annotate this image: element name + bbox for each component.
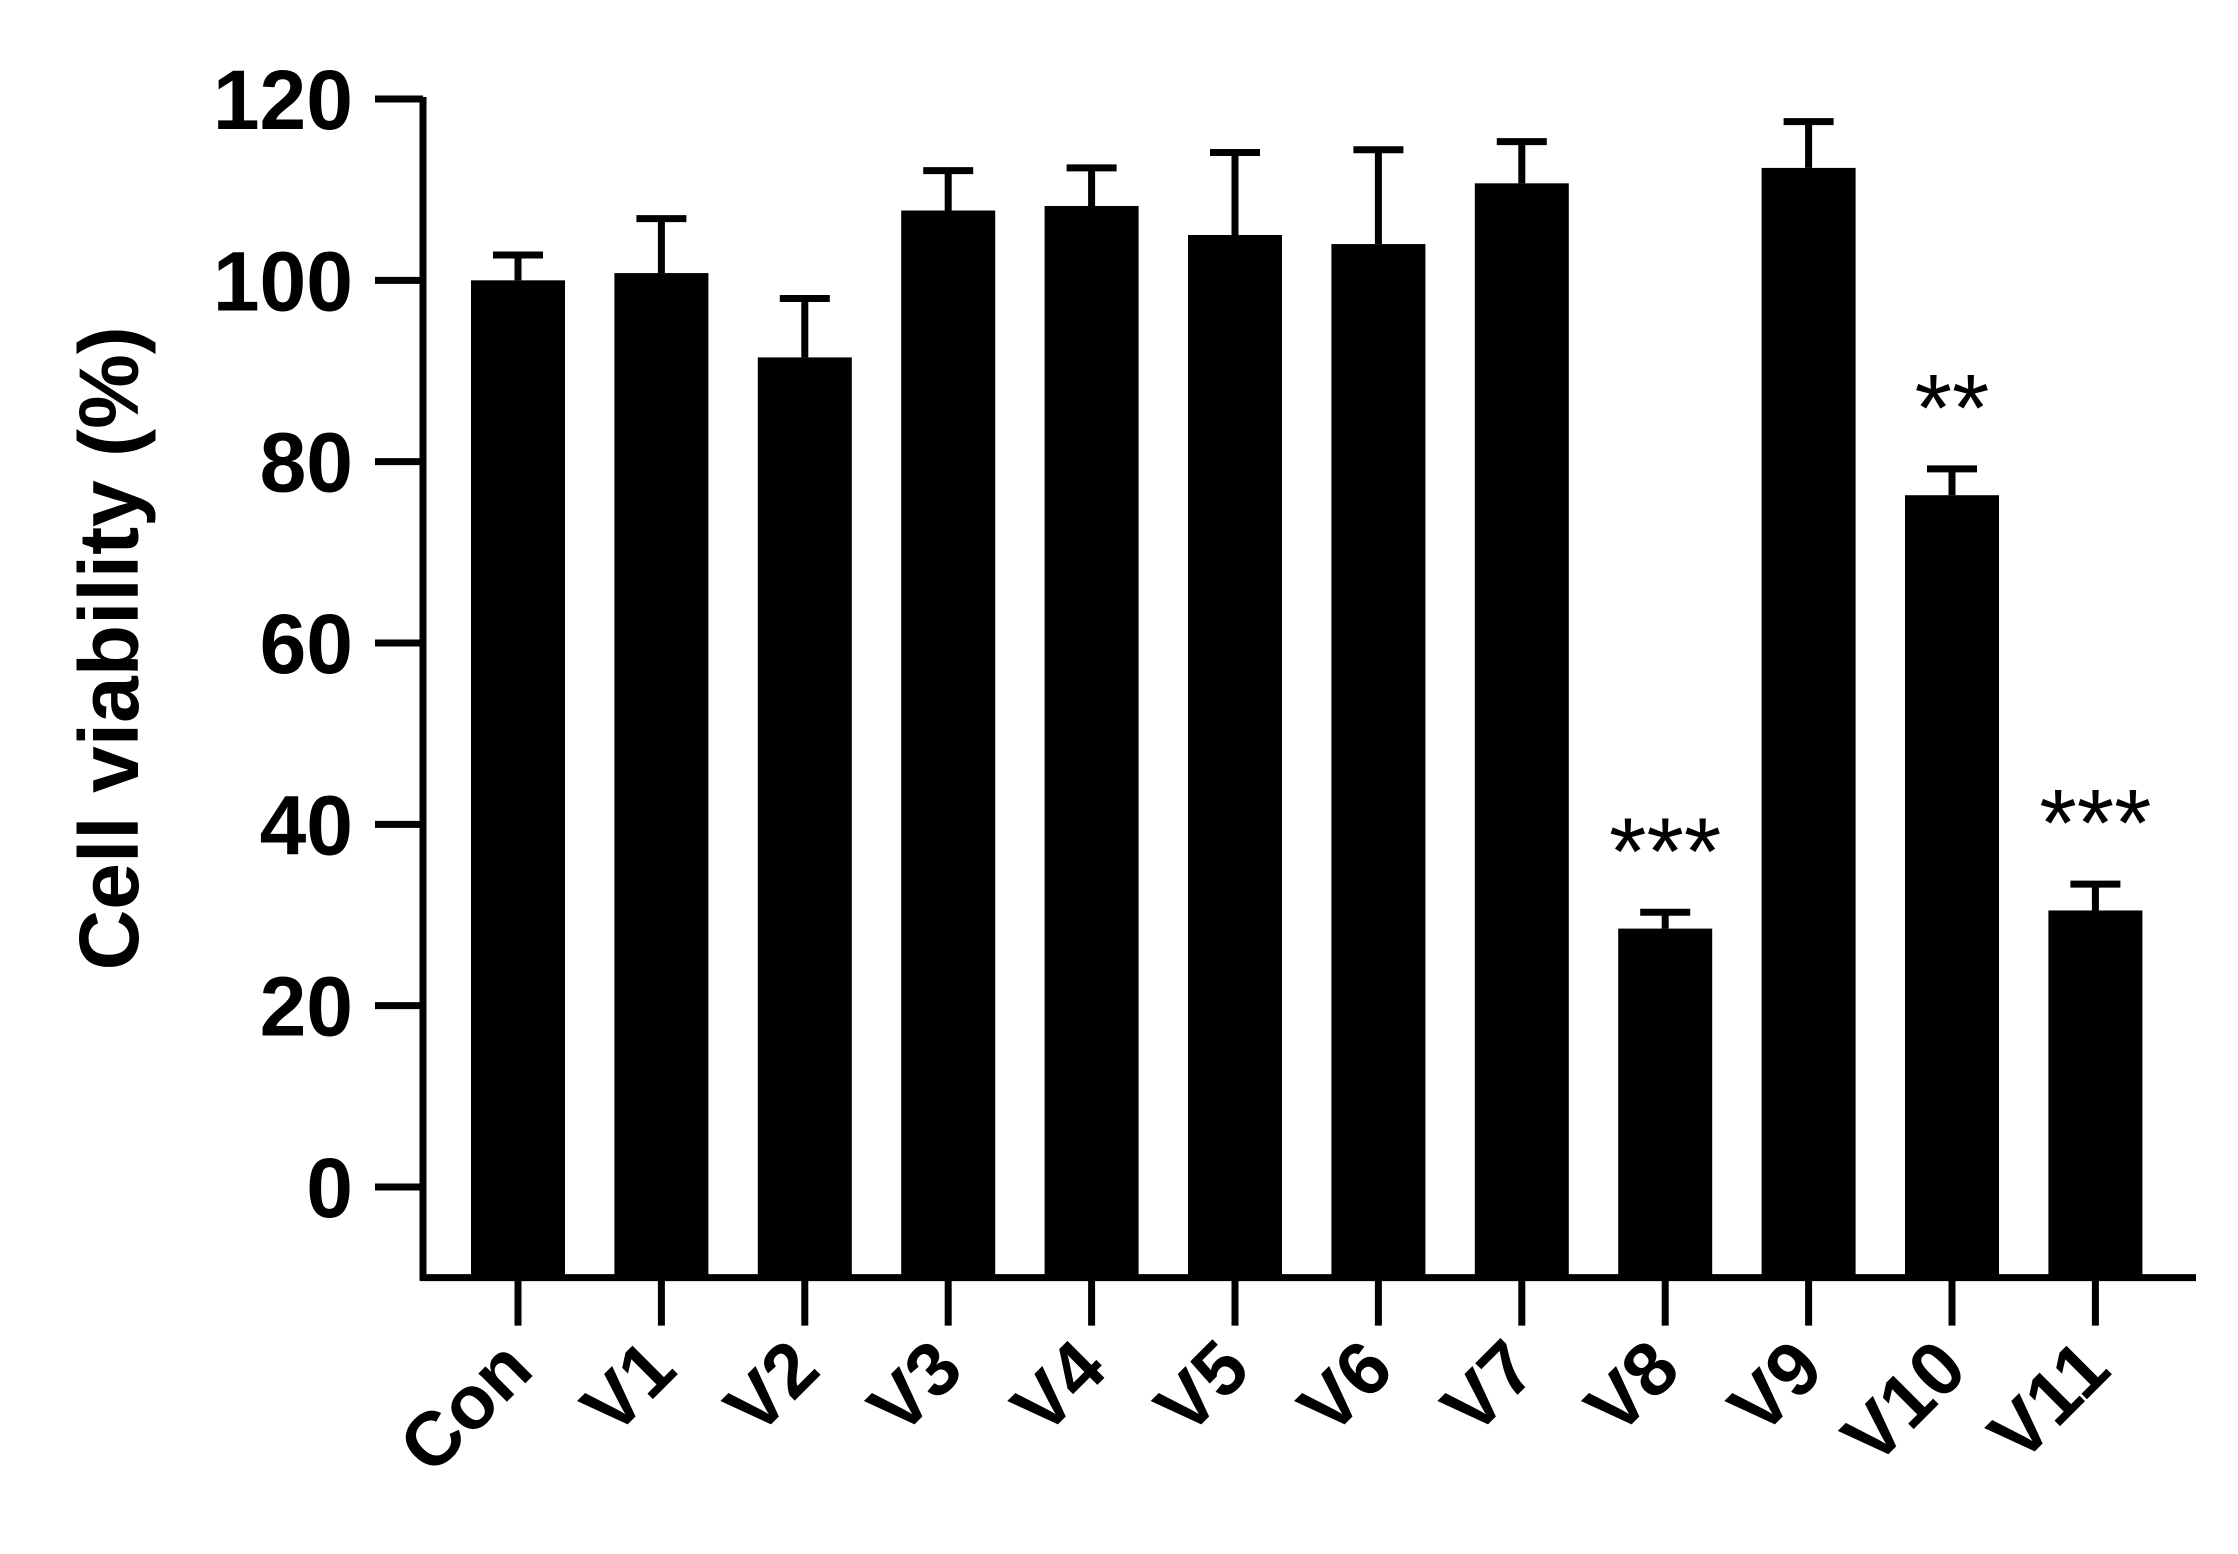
significance-marks: ********: [1609, 355, 2151, 905]
x-tick-label: V3: [852, 1325, 978, 1451]
significance-label: ***: [2039, 770, 2151, 877]
bar-v8: [1618, 928, 1713, 1278]
x-tick-label: V10: [1826, 1325, 1982, 1481]
bar-v3: [901, 210, 996, 1278]
x-tick-label: V1: [566, 1325, 692, 1451]
bar-con: [471, 280, 565, 1278]
y-ticks: 0 20 40 60 80 100 120: [213, 53, 423, 1235]
bar-v7: [1474, 183, 1569, 1278]
significance-label: ***: [1609, 798, 1721, 905]
x-tick-label: V11: [1973, 1325, 2126, 1478]
error-bars: [493, 118, 2121, 929]
x-tick-label: V5: [1139, 1325, 1265, 1451]
bar-v4: [1044, 205, 1139, 1278]
x-tick-label: V9: [1713, 1325, 1839, 1451]
y-tick-label: 0: [306, 1141, 353, 1235]
x-tick-label: V2: [709, 1325, 835, 1451]
y-tick-label: 120: [213, 53, 353, 147]
bar-v2: [757, 357, 852, 1278]
significance-label: **: [1915, 355, 1990, 462]
y-tick-label: 60: [260, 597, 353, 691]
bar-v10: [1905, 495, 1999, 1278]
x-tick-label: V4: [996, 1325, 1122, 1451]
bars: [471, 167, 2143, 1278]
x-tick-label: V8: [1569, 1325, 1695, 1451]
x-tick-label: Con: [383, 1325, 548, 1490]
x-tick-label: V6: [1283, 1325, 1409, 1451]
y-tick-label: 20: [260, 960, 353, 1054]
y-tick-label: 40: [260, 778, 353, 872]
bar-v1: [614, 273, 709, 1278]
y-tick-label: 100: [213, 234, 353, 328]
y-axis-title: Cell viability (%): [62, 326, 156, 970]
bar-v5: [1188, 235, 1282, 1278]
bar-v9: [1761, 167, 1856, 1278]
x-tick-label: V7: [1426, 1325, 1552, 1451]
y-tick-label: 80: [260, 416, 353, 510]
bar-v11: [2048, 910, 2143, 1278]
bar-v6: [1331, 244, 1426, 1278]
